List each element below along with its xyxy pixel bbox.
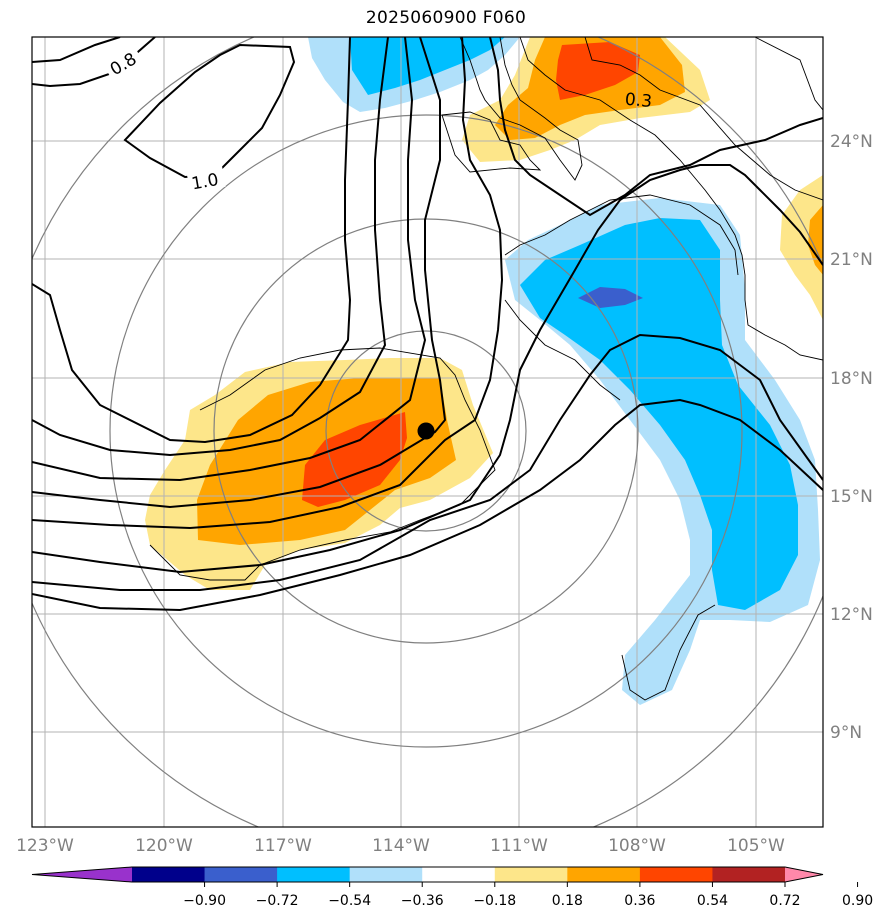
figure-title: 2025060900 F060 xyxy=(365,8,527,28)
lat-label-21n: 21°N xyxy=(830,250,873,270)
lon-label-123w: 123°W xyxy=(16,836,74,856)
colorbar-segment xyxy=(349,867,423,882)
colorbar-extend-max xyxy=(785,867,823,882)
colorbar-segment xyxy=(204,867,278,882)
colorbar-segment xyxy=(639,867,713,882)
contour-label-1-0: 1.0 xyxy=(190,170,220,194)
range-rings xyxy=(32,37,823,827)
contour-labels: 0.8 1.0 0.3 xyxy=(100,42,653,194)
colorbar-tick-label: 0.18 xyxy=(552,893,583,909)
lat-label-9n: 9°N xyxy=(830,723,862,743)
latitude-labels: 24°N 21°N 18°N 15°N 12°N 9°N xyxy=(830,132,873,743)
colorbar-segment xyxy=(567,867,641,882)
lat-label-24n: 24°N xyxy=(830,132,873,152)
lon-label-108w: 108°W xyxy=(608,836,666,856)
colorbar-segment xyxy=(712,867,786,882)
colorbar-tick-label: −0.18 xyxy=(473,893,516,909)
colorbar-tick-label: −0.36 xyxy=(401,893,444,909)
lat-label-15n: 15°N xyxy=(830,487,873,507)
colorbar-tick-label: 0.72 xyxy=(769,893,800,909)
colorbar-segment xyxy=(422,867,496,882)
colorbar-outline xyxy=(31,866,824,883)
lon-label-105w: 105°W xyxy=(727,836,785,856)
lon-label-111w: 111°W xyxy=(490,836,548,856)
lon-label-117w: 117°W xyxy=(254,836,312,856)
anomaly-shading xyxy=(145,37,823,705)
colorbar-extend-min xyxy=(32,867,132,882)
lat-label-12n: 12°N xyxy=(830,605,873,625)
colorbar-tick-label: −0.90 xyxy=(183,893,226,909)
contours xyxy=(32,37,823,612)
colorbar-tick-label: −0.54 xyxy=(328,893,371,909)
colorbar-tick-label: −0.72 xyxy=(256,893,299,909)
negative-anomaly-southeast-core xyxy=(520,218,798,610)
colorbar-tick-label: 0.54 xyxy=(697,893,728,909)
colorbar-segment xyxy=(277,867,351,882)
plot-frame xyxy=(31,36,824,828)
storm-center-marker xyxy=(417,422,435,440)
colorbar-tick-label: 0.36 xyxy=(624,893,655,909)
colorbar-segment xyxy=(132,867,206,882)
lon-label-114w: 114°W xyxy=(372,836,430,856)
positive-anomaly-northeast-core xyxy=(556,42,640,100)
map-plot-area: 0.8 1.0 0.3 xyxy=(32,37,823,827)
longitude-labels: 123°W 120°W 117°W 114°W 111°W 108°W 105°… xyxy=(16,836,785,856)
colorbar-segment xyxy=(494,867,568,882)
coastline xyxy=(149,37,823,701)
lat-label-18n: 18°N xyxy=(830,369,873,389)
colorbar: −0.90 −0.72 −0.54 −0.36 −0.18 0.18 0.36 0.54 0.7… xyxy=(31,866,873,909)
colorbar-tick-label: 0.90 xyxy=(842,893,873,909)
positive-anomaly-east-edge xyxy=(780,175,823,320)
lon-label-120w: 120°W xyxy=(135,836,193,856)
contour-label-0-3: 0.3 xyxy=(624,90,653,112)
